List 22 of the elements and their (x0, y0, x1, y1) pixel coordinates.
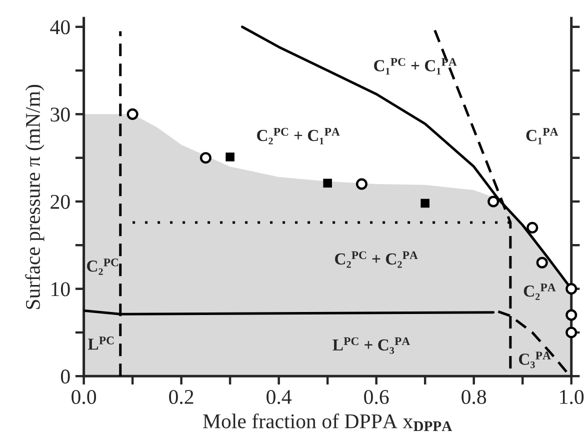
x-tick-label: 1.0 (560, 390, 584, 404)
y-tick-label: 20 (50, 194, 70, 209)
x-tick-label: 0.4 (266, 390, 292, 404)
annotation: C₂$^{PA}$ (524, 284, 556, 300)
y-tick-label: 0 (60, 370, 70, 384)
annotation: C₂$^{PC}$ + C₂$^{PA}$ (335, 251, 418, 268)
annotation: L$^{PC}$ + C₃$^{PA}$ (332, 337, 410, 354)
annotation: C₃$^{PA}$ (519, 352, 551, 368)
y-tick-label: 40 (50, 20, 70, 34)
x-axis-title: Mole fraction of DPPA x$_{DPPA}$ (203, 413, 452, 432)
x-tick-label: 0.8 (462, 390, 486, 404)
annotation: C₂$^{PC}$ (87, 258, 118, 275)
y-tick-label: 10 (52, 282, 70, 296)
x-tick-label: 0.6 (364, 390, 389, 404)
annotation: C₂$^{PC}$ + C₁$^{PA}$ (257, 128, 340, 144)
annotation: C₁$^{PA}$ (526, 128, 558, 144)
x-tick-label: 0.2 (169, 390, 194, 404)
x-tick-label: 0.0 (72, 390, 96, 404)
annotation: L$^{PC}$ (88, 336, 114, 350)
annotation: C₁$^{PC}$ + C₁$^{PA}$ (374, 58, 457, 74)
y-axis-title: Surface pressure π (mN/m) (25, 84, 44, 309)
y-tick-label: 30 (50, 108, 70, 122)
